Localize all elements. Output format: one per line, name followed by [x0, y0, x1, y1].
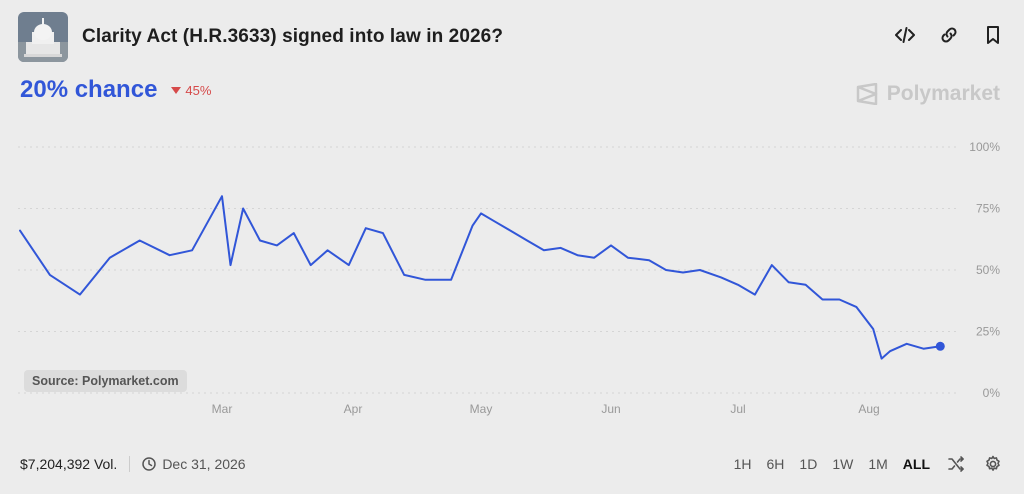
y-tick-label: 75%: [976, 202, 1000, 216]
current-price-marker: [935, 341, 945, 351]
x-tick-label: Jul: [730, 402, 745, 416]
end-date: Dec 31, 2026: [142, 456, 246, 472]
probability-summary: 20% chance 45%: [20, 76, 211, 104]
brand-name: Polymarket: [886, 82, 1000, 105]
polymarket-logo: Polymarket: [855, 82, 1000, 106]
down-triangle-icon: [171, 86, 182, 94]
market-footer: $7,204,392 Vol. Dec 31, 2026 1H 6H 1D 1W…: [20, 450, 1004, 478]
settings-gear-icon[interactable]: [982, 453, 1004, 475]
y-tick-label: 25%: [976, 325, 1000, 339]
price-history-chart: 0% 25% 50% 75% 100% Mar Apr May Jun Jul Aug: [18, 140, 1001, 416]
source-badge: Source: Polymarket.com: [24, 370, 187, 392]
y-tick-label: 100%: [969, 140, 1000, 154]
x-tick-label: Aug: [858, 402, 879, 416]
market-header: Clarity Act (H.R.3633) signed into law i…: [18, 12, 1004, 62]
y-tick-label: 0%: [983, 386, 1001, 400]
y-tick-label: 50%: [976, 263, 1000, 277]
divider: [129, 456, 131, 472]
clock-icon: [142, 457, 157, 471]
code-embed-icon[interactable]: [894, 24, 916, 46]
price-line: [19, 195, 942, 360]
bookmark-icon[interactable]: [982, 24, 1004, 46]
end-date-label: Dec 31, 2026: [162, 456, 246, 472]
polymarket-mark-icon: [856, 83, 878, 105]
x-tick-label: Mar: [212, 402, 233, 416]
range-1m[interactable]: 1M: [868, 456, 888, 472]
link-icon[interactable]: [938, 24, 960, 46]
x-tick-label: May: [470, 402, 493, 416]
change-value: 45%: [185, 82, 212, 98]
capitol-thumbnail: [18, 12, 68, 62]
x-tick-label: Jun: [601, 402, 620, 416]
market-title: Clarity Act (H.R.3633) signed into law i…: [82, 26, 504, 47]
range-1h[interactable]: 1H: [733, 456, 752, 472]
x-tick-label: Apr: [344, 402, 363, 416]
volume-label: $7,204,392 Vol.: [20, 456, 118, 472]
chance-value: 20% chance: [20, 76, 158, 103]
time-range-selector: 1H 6H 1D 1W 1M ALL: [734, 450, 1004, 478]
shuffle-icon[interactable]: [945, 453, 967, 475]
change-indicator: 45%: [171, 83, 211, 98]
range-1d[interactable]: 1D: [799, 456, 818, 472]
range-1w[interactable]: 1W: [832, 456, 854, 472]
range-all[interactable]: ALL: [902, 456, 930, 472]
range-6h[interactable]: 6H: [766, 456, 785, 472]
